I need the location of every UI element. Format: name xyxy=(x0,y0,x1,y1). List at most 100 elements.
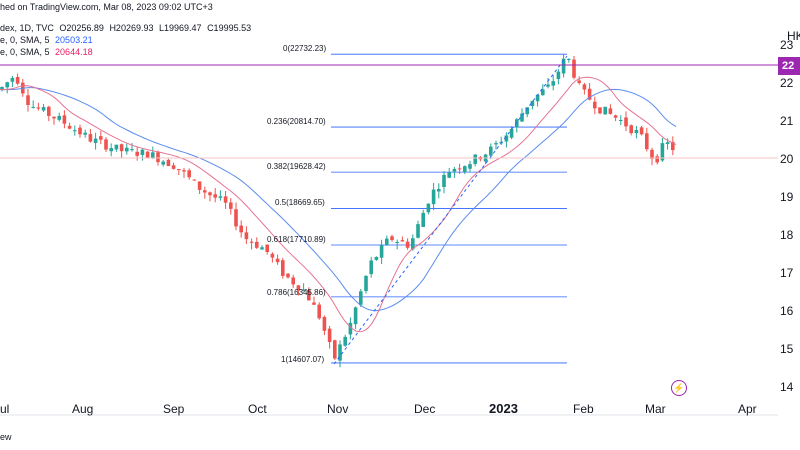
time-tick: Feb xyxy=(573,402,594,416)
candle-body xyxy=(249,241,254,243)
candle-body xyxy=(660,143,665,161)
candle-body xyxy=(551,81,555,86)
candle-body xyxy=(598,107,602,114)
sma-blue-curve xyxy=(0,87,677,312)
candle-body xyxy=(104,139,108,150)
candle-body xyxy=(281,260,285,276)
candle-body xyxy=(317,304,321,319)
candle-body xyxy=(463,166,467,172)
candle-body xyxy=(47,106,51,116)
candle-body xyxy=(15,76,20,84)
candle-body xyxy=(395,241,399,243)
candle-body xyxy=(182,170,186,172)
candle-body xyxy=(369,260,373,275)
fib-label-0382: 0.382(19628.42) xyxy=(267,162,326,171)
footer-text: ew xyxy=(0,432,12,442)
candle-body xyxy=(239,225,243,233)
candle-body xyxy=(535,94,540,102)
fib-label-0: 0(22732.23) xyxy=(283,44,327,53)
candle-body xyxy=(151,152,155,159)
candle-body xyxy=(78,127,82,135)
candle-body xyxy=(187,170,191,178)
candle-body xyxy=(665,142,670,145)
fib-lines xyxy=(331,53,567,364)
candle-body xyxy=(260,247,264,250)
candle-body xyxy=(509,129,514,138)
candle-body xyxy=(608,108,613,114)
candle-body xyxy=(437,189,441,192)
candle-body xyxy=(218,196,223,198)
candle-body xyxy=(73,130,77,132)
price-tick: 20 xyxy=(780,152,794,166)
candle-body xyxy=(57,115,61,120)
candle-body xyxy=(577,80,581,83)
candle-body xyxy=(5,82,9,88)
candles xyxy=(0,54,675,368)
candle-body xyxy=(0,86,4,90)
candle-body xyxy=(411,238,415,250)
candle-body xyxy=(582,84,587,90)
candle-body xyxy=(494,143,498,145)
candle-body xyxy=(525,107,529,115)
candle-body xyxy=(265,244,269,252)
candle-body xyxy=(161,161,165,165)
candle-body xyxy=(639,127,644,135)
candle-body xyxy=(31,106,35,108)
sma-blue-line: e, 0, SMA, 5 20503.21 xyxy=(0,35,93,46)
candle-body xyxy=(348,322,353,335)
candle-body xyxy=(624,117,628,127)
candle-body xyxy=(405,241,410,248)
candle-body xyxy=(468,164,472,169)
candle-body xyxy=(130,149,134,151)
time-tick: Nov xyxy=(327,402,349,416)
time-tick: Dec xyxy=(414,402,436,416)
candle-body xyxy=(353,307,358,325)
low-value: L19969.47 xyxy=(159,23,202,33)
candle-body xyxy=(244,232,249,240)
candle-body xyxy=(613,115,618,118)
time-tick: Mar xyxy=(645,402,666,416)
candle-body xyxy=(572,59,576,78)
candle-body xyxy=(36,107,41,109)
price-tick: 16 xyxy=(780,304,794,318)
candle-body xyxy=(400,240,405,242)
candle-body xyxy=(473,154,477,164)
candle-body xyxy=(88,134,93,142)
time-tick: Aug xyxy=(72,402,94,416)
candle-body xyxy=(338,344,342,361)
candle-body xyxy=(452,168,457,172)
candle-body xyxy=(634,130,639,134)
candle-body xyxy=(530,100,535,107)
candle-body xyxy=(556,71,561,80)
candle-body xyxy=(208,192,212,196)
candle-body xyxy=(645,133,649,150)
candle-body xyxy=(426,203,431,213)
candle-body xyxy=(655,156,659,163)
price-tick: 21 xyxy=(780,114,794,128)
candle-body xyxy=(83,132,87,135)
candle-body xyxy=(275,258,280,263)
candle-body xyxy=(650,149,654,159)
candle-body xyxy=(364,275,368,292)
candle-body xyxy=(270,253,275,258)
candle-body xyxy=(587,88,592,100)
candle-body xyxy=(504,135,509,142)
candle-body xyxy=(421,212,425,227)
candle-body xyxy=(140,149,145,155)
fib-label-0618: 0.618(17710.89) xyxy=(267,235,326,244)
candle-body xyxy=(390,236,394,241)
candle-body xyxy=(619,120,623,122)
sma-blue-value: 20503.21 xyxy=(55,35,93,45)
candle-body xyxy=(567,58,571,60)
lightning-icon[interactable]: ⚡ xyxy=(671,380,687,396)
candle-body xyxy=(67,125,72,129)
candle-body xyxy=(546,84,550,87)
candle-body xyxy=(41,107,46,111)
candle-body xyxy=(593,101,597,109)
price-tick: 17 xyxy=(780,266,794,280)
candle-body xyxy=(515,119,519,128)
price-tick: 18 xyxy=(780,228,794,242)
candle-body xyxy=(457,168,462,170)
candle-body xyxy=(286,273,290,278)
